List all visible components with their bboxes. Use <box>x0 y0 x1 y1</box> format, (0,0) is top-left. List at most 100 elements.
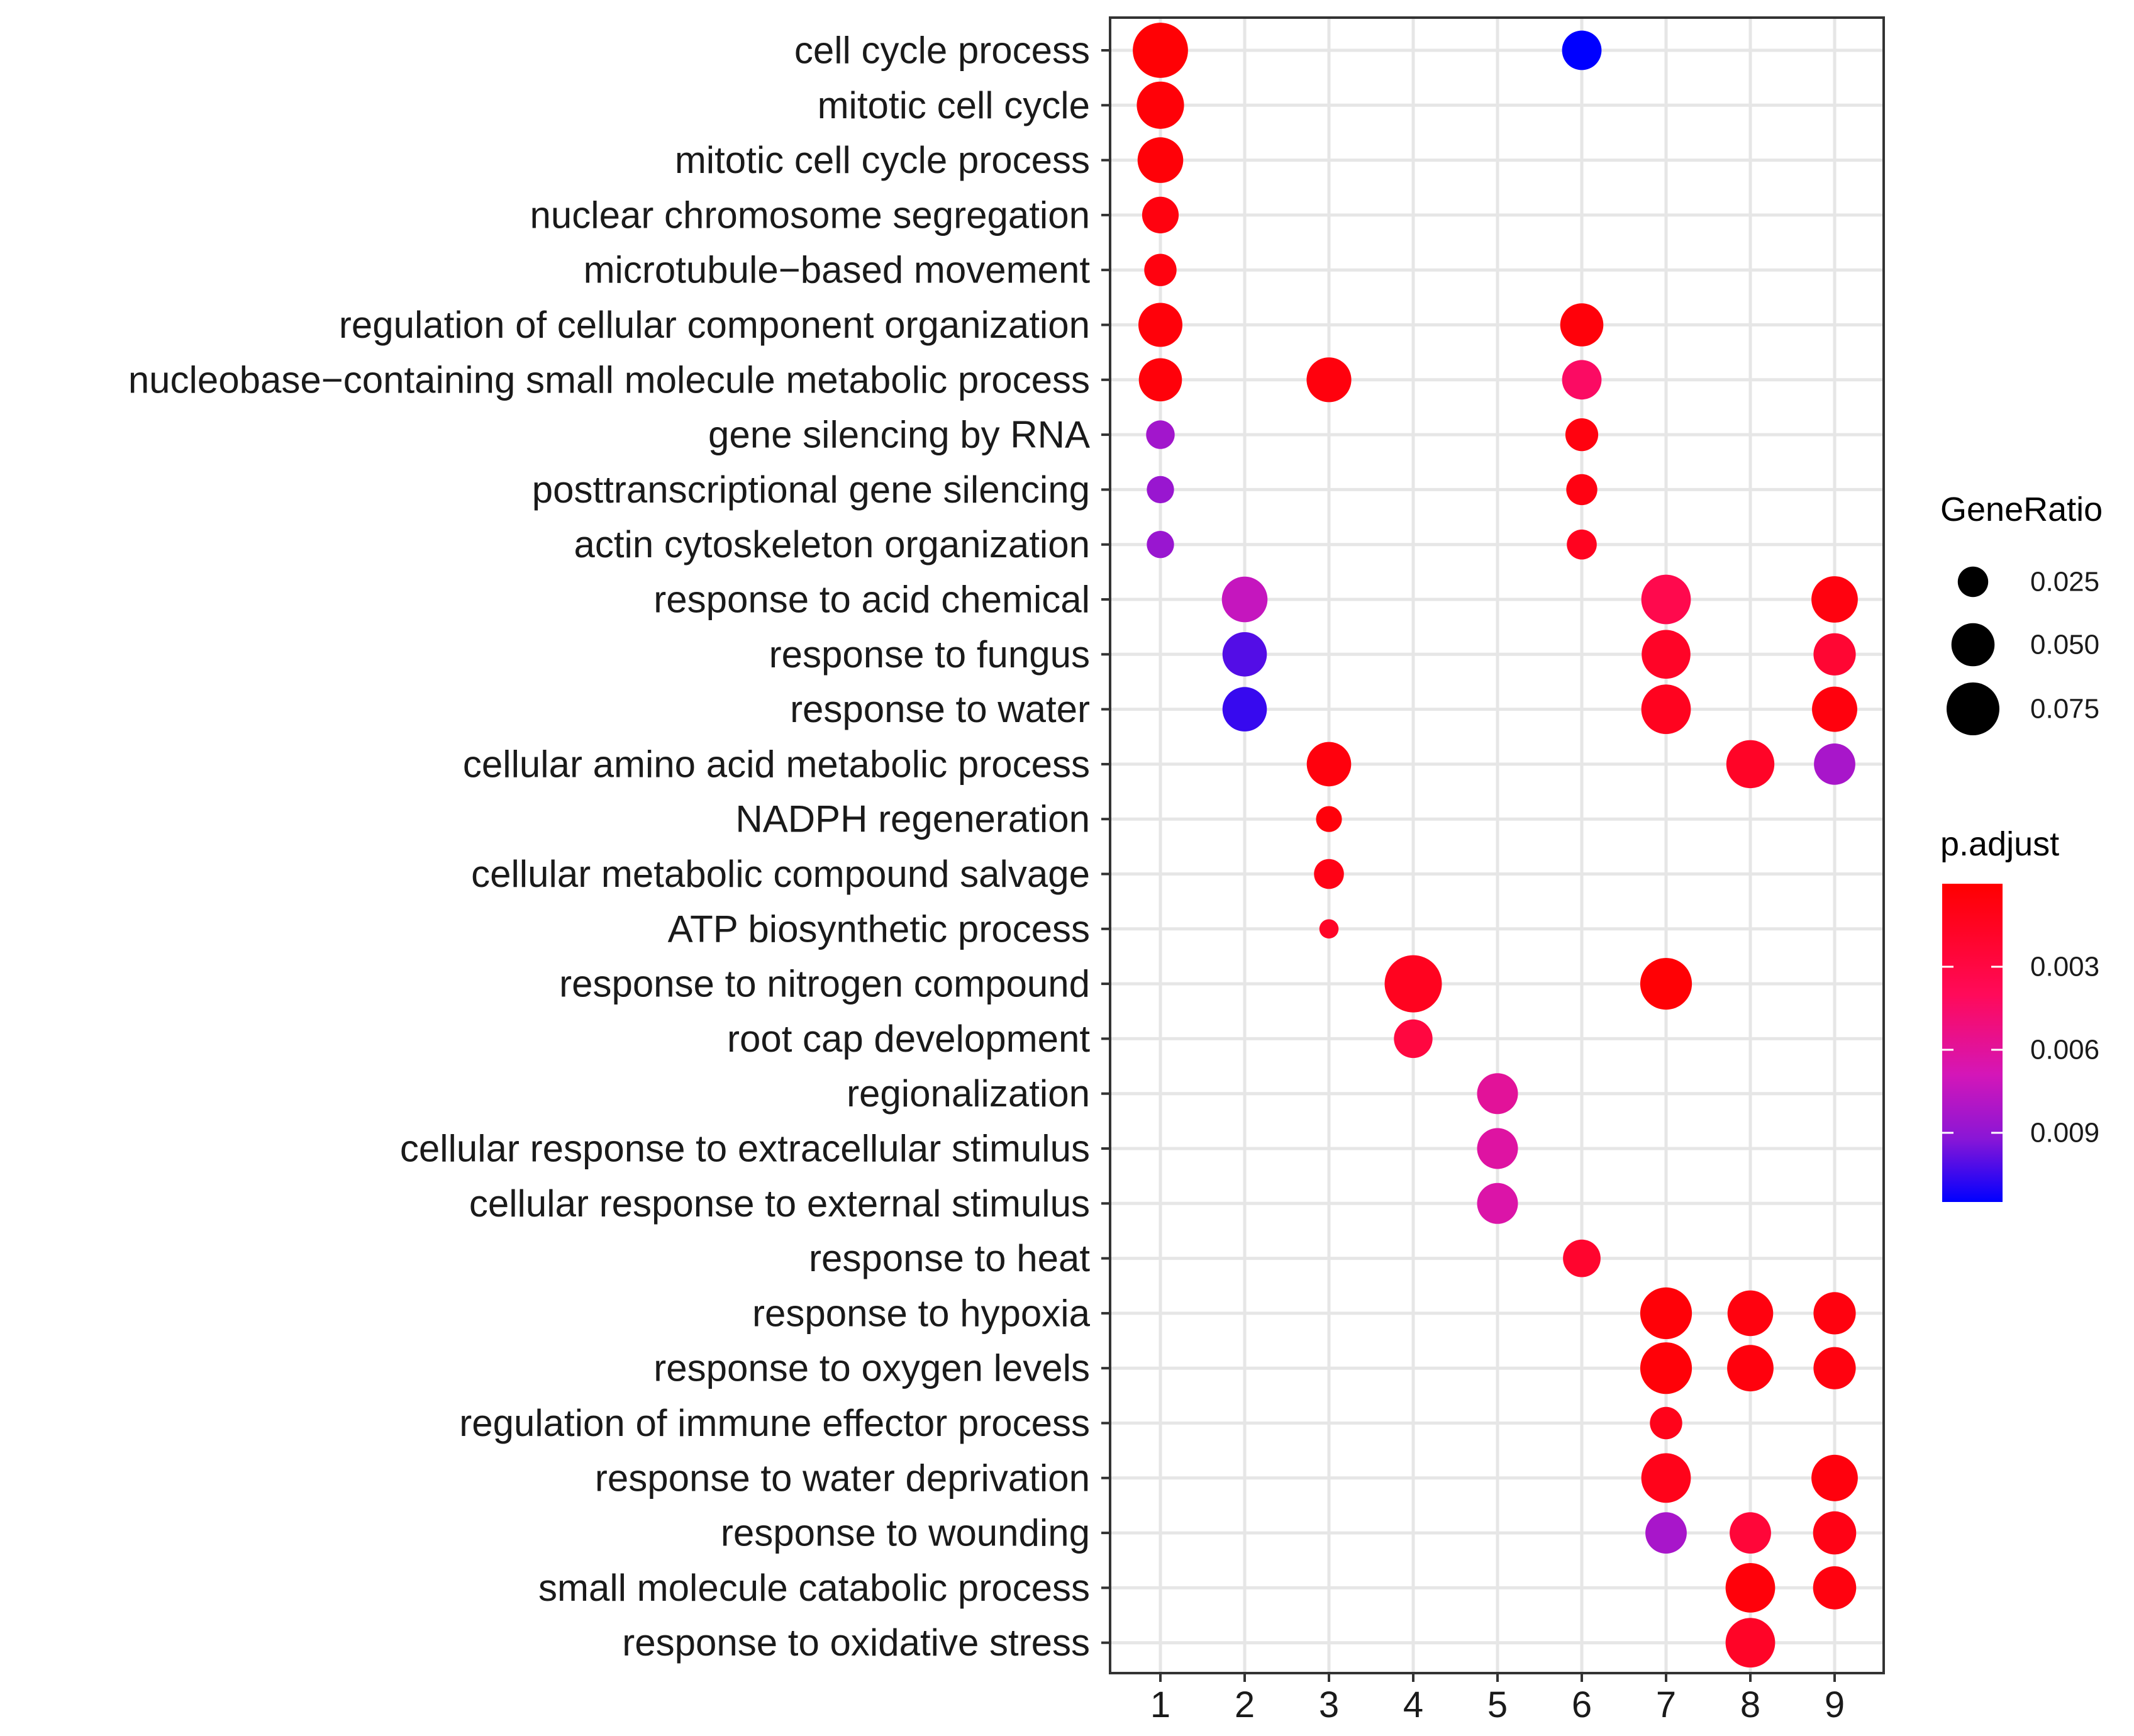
data-point <box>1640 1287 1692 1339</box>
y-tick-label: regulation of immune effector process <box>459 1402 1090 1444</box>
data-point <box>1306 357 1352 403</box>
x-tick-label: 4 <box>1403 1684 1423 1725</box>
y-tick-label: mitotic cell cycle <box>818 84 1090 126</box>
data-point <box>1138 303 1182 347</box>
size-legend-label: 0.025 <box>2030 567 2099 598</box>
y-tick-label: regulation of cellular component organiz… <box>339 304 1090 346</box>
size-legend-key <box>1951 623 1995 667</box>
generatio-legend: GeneRatio 0.025 0.050 0.075 <box>1940 491 2103 735</box>
data-point <box>1138 358 1182 402</box>
size-legend-label: 0.075 <box>2030 694 2099 725</box>
data-points <box>1133 23 1858 1668</box>
data-point <box>1641 574 1691 625</box>
data-point <box>1222 687 1267 732</box>
data-point <box>1814 743 1855 785</box>
data-point <box>1147 531 1174 559</box>
data-point <box>1384 955 1442 1013</box>
data-point <box>1142 196 1179 233</box>
data-point <box>1640 1342 1692 1394</box>
size-legend-key <box>1947 682 1999 735</box>
data-point <box>1562 360 1602 400</box>
data-point <box>1319 919 1339 939</box>
y-tick-label: ATP biosynthetic process <box>668 908 1090 950</box>
data-point <box>1813 633 1856 676</box>
y-tick-label: response to fungus <box>769 633 1090 676</box>
data-point <box>1641 684 1691 734</box>
y-tick-label: response to oxidative stress <box>622 1622 1090 1664</box>
y-tick-label: response to hypoxia <box>752 1292 1091 1334</box>
data-point <box>1812 686 1857 732</box>
y-tick-label: NADPH regeneration <box>735 798 1090 840</box>
p-adjust-legend: p.adjust 0.003 0.006 0.009 <box>1940 825 2099 1202</box>
x-tick-label: 5 <box>1487 1684 1508 1725</box>
y-tick-label: posttranscriptional gene silencing <box>532 469 1090 511</box>
data-point <box>1566 474 1598 506</box>
data-point <box>1725 1618 1776 1668</box>
data-point <box>1222 632 1267 677</box>
x-axis: 1 2 3 4 5 6 7 8 9 <box>1150 1673 1845 1725</box>
data-point <box>1146 420 1175 449</box>
y-tick-label: nucleobase−containing small molecule met… <box>128 359 1090 401</box>
data-point <box>1147 476 1174 504</box>
y-tick-label: microtubule−based movement <box>584 249 1091 291</box>
data-point <box>1641 1453 1691 1503</box>
size-legend-label: 0.050 <box>2030 630 2099 660</box>
x-tick-label: 7 <box>1656 1684 1676 1725</box>
colorbar-label: 0.006 <box>2030 1035 2099 1066</box>
data-point <box>1316 806 1342 832</box>
p-adjust-legend-title: p.adjust <box>1940 825 2059 863</box>
x-tick-label: 1 <box>1150 1684 1170 1725</box>
data-point <box>1813 1292 1856 1335</box>
generatio-legend-title: GeneRatio <box>1940 491 2103 528</box>
data-point <box>1221 576 1268 623</box>
data-point <box>1645 1512 1687 1554</box>
y-tick-label: cellular metabolic compound salvage <box>471 853 1090 895</box>
x-tick-label: 2 <box>1235 1684 1255 1725</box>
colorbar-label: 0.003 <box>2030 952 2099 982</box>
y-tick-label: response to water deprivation <box>595 1457 1090 1499</box>
x-tick-label: 3 <box>1319 1684 1339 1725</box>
y-tick-label: actin cytoskeleton organization <box>574 523 1091 565</box>
data-point <box>1565 418 1599 452</box>
y-tick-label: cellular response to external stimulus <box>469 1182 1090 1225</box>
x-tick-label: 8 <box>1740 1684 1760 1725</box>
data-point <box>1306 742 1352 787</box>
data-point <box>1144 253 1177 286</box>
data-point <box>1650 1406 1682 1440</box>
y-tick-label: response to acid chemical <box>653 579 1090 621</box>
y-tick-label: response to oxygen levels <box>653 1347 1090 1389</box>
y-tick-label: root cap development <box>727 1018 1090 1060</box>
y-tick-label: response to water <box>790 688 1090 730</box>
data-point <box>1730 1512 1771 1554</box>
data-point <box>1394 1019 1433 1059</box>
data-point <box>1567 529 1597 560</box>
data-point <box>1813 1566 1857 1610</box>
data-point <box>1136 81 1184 129</box>
data-point <box>1477 1128 1518 1169</box>
data-point <box>1560 303 1604 347</box>
y-axis: cell cycle process mitotic cell cycle mito… <box>128 30 1110 1664</box>
data-point <box>1811 576 1858 623</box>
y-tick-label: gene silencing by RNA <box>708 414 1090 456</box>
data-point <box>1640 958 1692 1010</box>
data-point <box>1563 1239 1601 1277</box>
y-tick-label: cellular amino acid metabolic process <box>463 743 1090 785</box>
data-point <box>1813 1347 1856 1389</box>
data-point <box>1314 859 1344 889</box>
y-tick-label: regionalization <box>847 1072 1090 1115</box>
y-tick-label: cell cycle process <box>794 30 1090 72</box>
data-point <box>1477 1182 1518 1224</box>
y-tick-label: cellular response to extracellular stimu… <box>400 1128 1090 1170</box>
data-point <box>1727 1345 1774 1392</box>
x-tick-label: 9 <box>1825 1684 1845 1725</box>
x-tick-label: 6 <box>1572 1684 1592 1725</box>
data-point <box>1811 1454 1858 1501</box>
data-point <box>1726 740 1775 789</box>
y-tick-label: response to nitrogen compound <box>559 963 1090 1005</box>
data-point <box>1133 23 1188 78</box>
y-tick-label: response to heat <box>809 1237 1090 1279</box>
data-point <box>1642 630 1691 679</box>
data-point <box>1727 1290 1774 1337</box>
y-tick-label: nuclear chromosome segregation <box>530 194 1090 236</box>
